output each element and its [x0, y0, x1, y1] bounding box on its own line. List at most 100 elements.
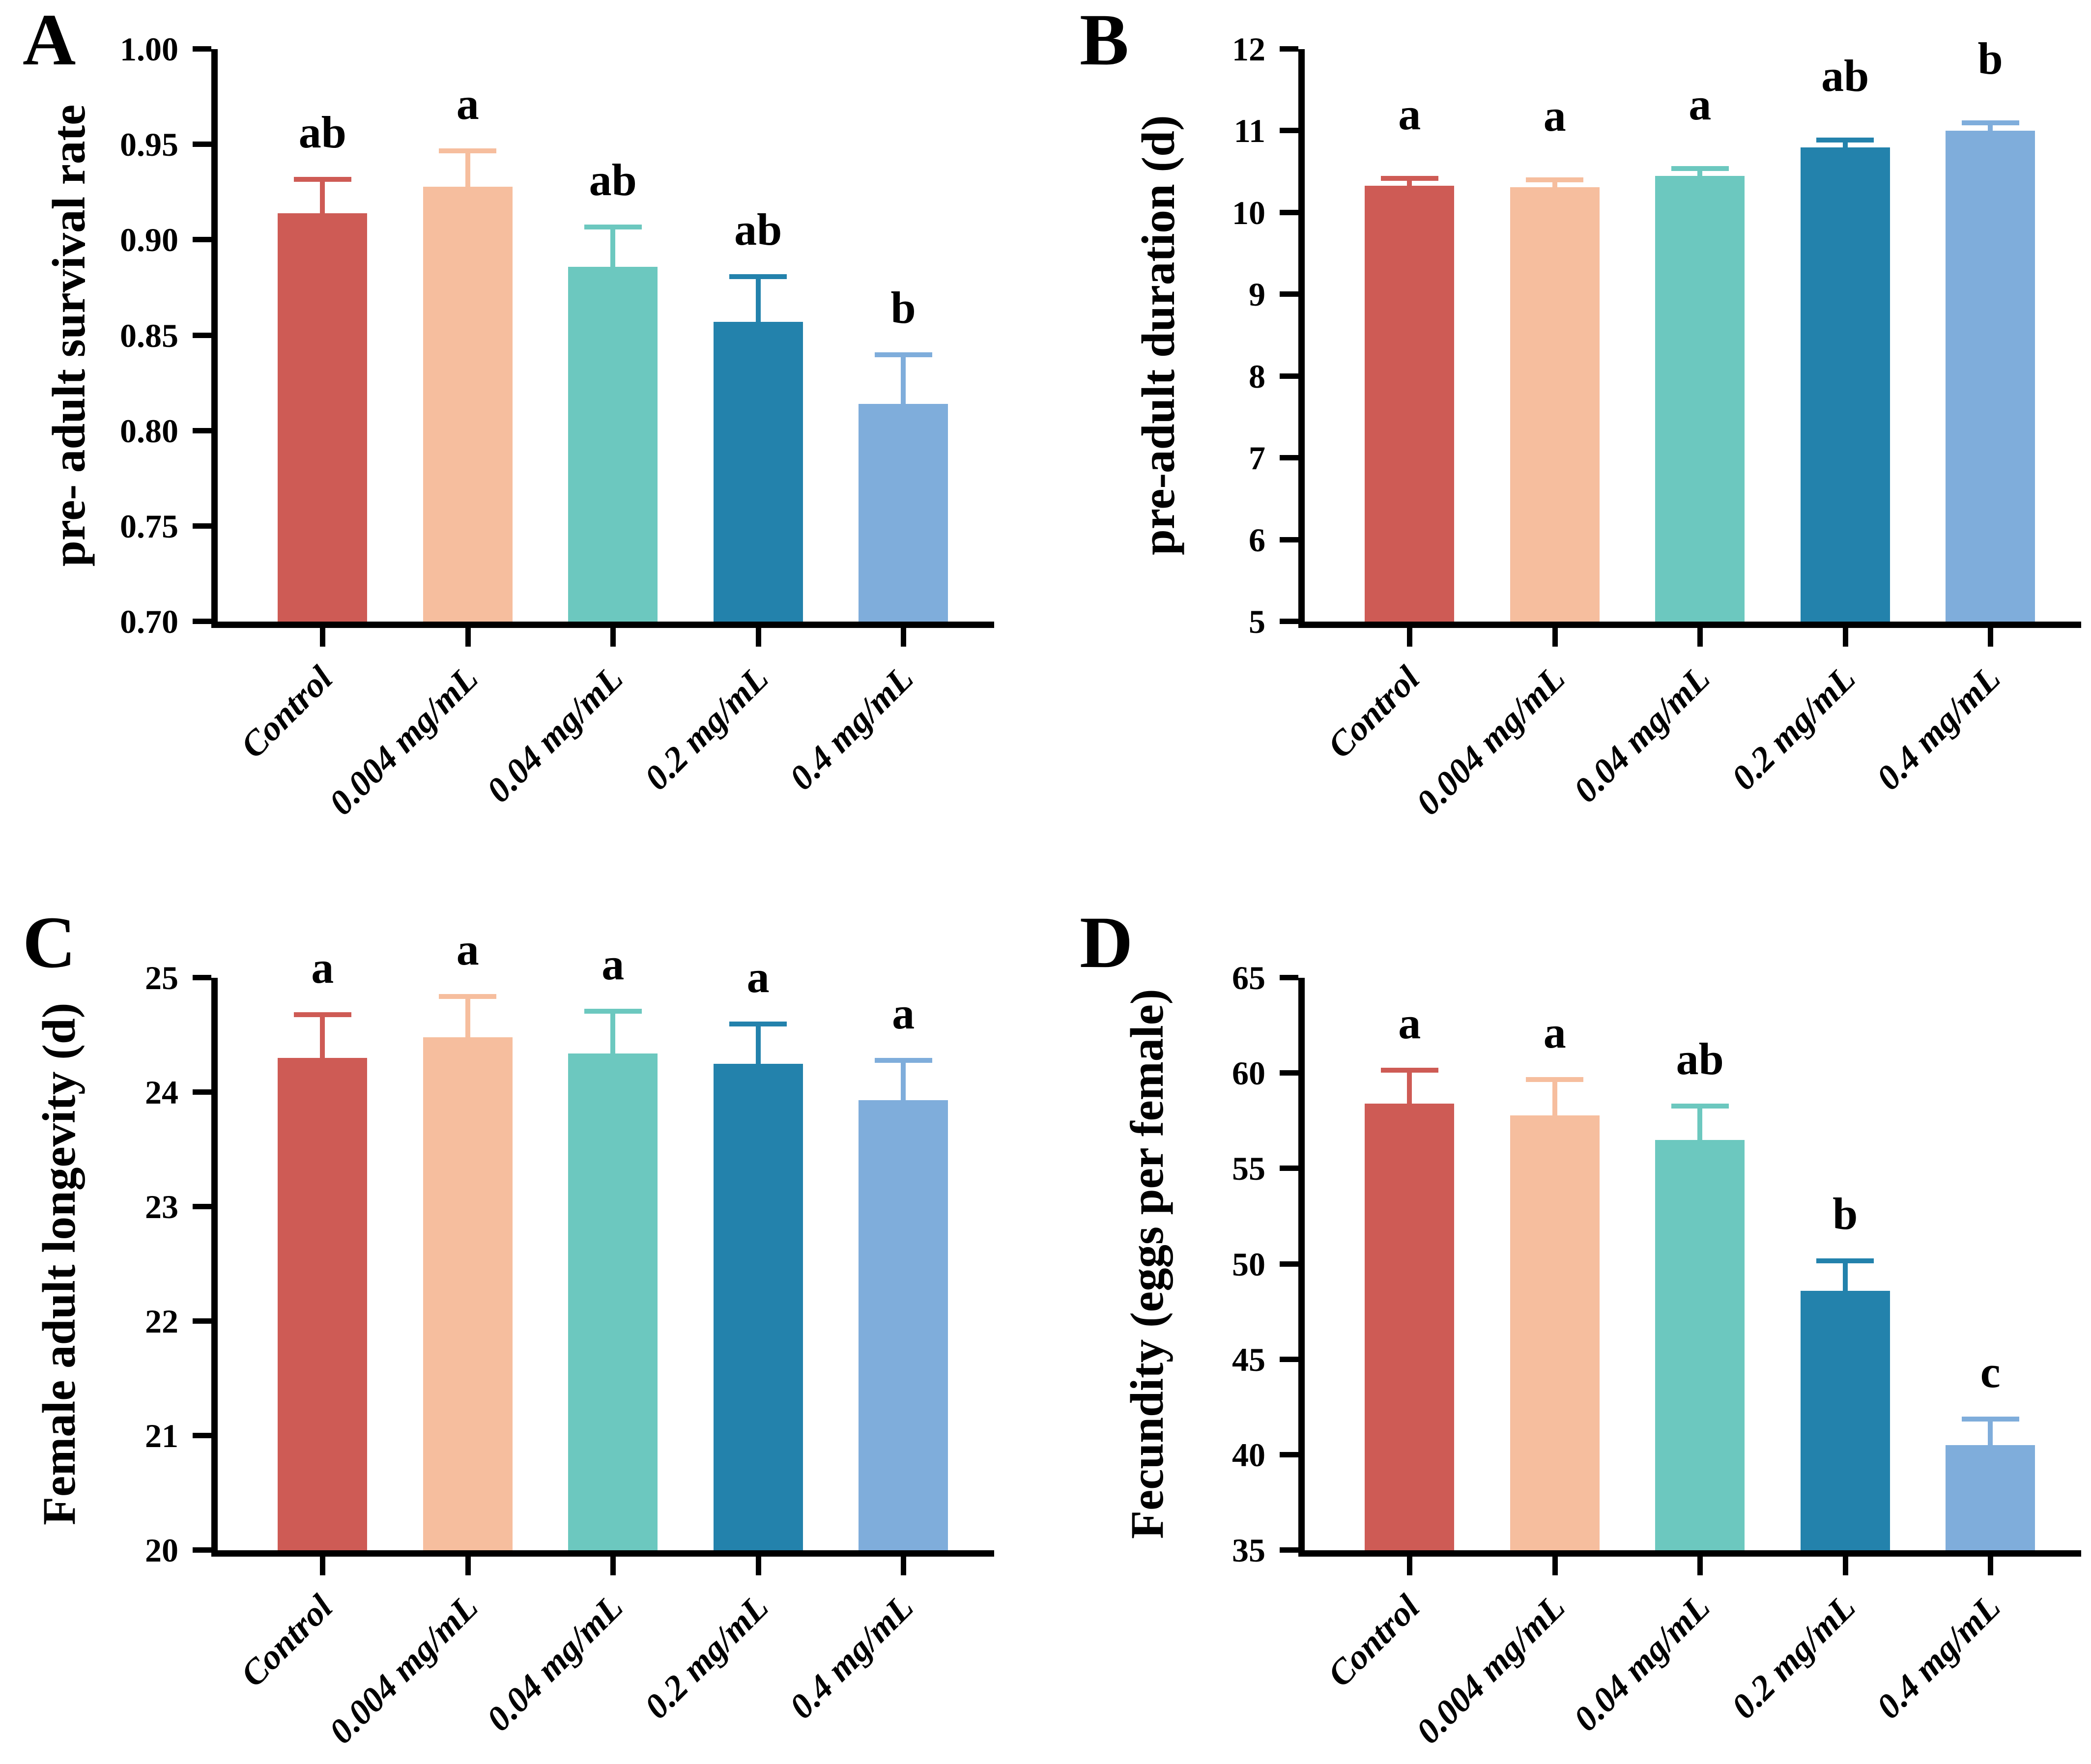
significance-letter: a: [892, 988, 915, 1039]
y-tick: [193, 142, 211, 147]
y-tick-label: 7: [1249, 439, 1265, 477]
x-category-label: 0.04 mg/mL: [1566, 658, 1718, 810]
error-bar-stem: [320, 1012, 325, 1058]
y-tick-label: 8: [1249, 357, 1265, 395]
x-category-label: 0.2 mg/mL: [1723, 1587, 1863, 1727]
bar-Control: [1365, 185, 1455, 622]
x-tick: [610, 628, 616, 647]
bar-0.004 mg/mL: [423, 186, 513, 622]
x-category-label: 0.2 mg/mL: [636, 1587, 776, 1727]
significance-letter: ab: [1676, 1034, 1724, 1084]
x-category-label: 0.4 mg/mL: [1869, 658, 2008, 798]
error-bar-cap: [1816, 137, 1874, 142]
error-bar-cap: [1816, 1258, 1874, 1263]
bar-0.004 mg/mL: [1510, 1115, 1600, 1550]
y-tick-label: 9: [1249, 276, 1265, 313]
significance-letter: a: [456, 924, 479, 974]
y-tick-label: 23: [145, 1188, 178, 1225]
x-tick: [1842, 628, 1848, 647]
bar-0.2 mg/mL: [1800, 1290, 1890, 1550]
y-tick: [1280, 1070, 1298, 1076]
y-tick: [193, 237, 211, 243]
significance-letter: a: [602, 939, 625, 989]
x-tick: [610, 1557, 616, 1575]
error-bar-stem: [755, 1021, 761, 1064]
bar-0.4 mg/mL: [1946, 1445, 2035, 1550]
y-tick: [1280, 1261, 1298, 1267]
y-tick-label: 12: [1232, 30, 1265, 68]
error-bar-cap: [1380, 1067, 1438, 1073]
error-bar-stem: [1988, 120, 1993, 131]
y-tick: [193, 619, 211, 624]
error-bar-stem: [1407, 1067, 1412, 1104]
x-tick: [901, 1557, 907, 1575]
y-tick: [193, 1204, 211, 1209]
significance-letter: a: [1398, 997, 1421, 1048]
y-tick: [193, 1433, 211, 1438]
x-category-label: 0.04 mg/mL: [1566, 1587, 1718, 1739]
y-tick-label: 35: [1232, 1532, 1265, 1569]
panel-d: D Fecundity (eggs per female) 35 40 45 50 55…: [1045, 882, 2091, 1764]
y-tick: [1280, 373, 1298, 379]
x-tick: [1697, 628, 1703, 647]
y-tick: [1280, 537, 1298, 542]
y-tick-label: 0.85: [120, 316, 178, 354]
significance-letter: a: [746, 951, 770, 1002]
y-tick-label: 0.75: [120, 507, 178, 545]
error-bar-cap: [1526, 1077, 1584, 1082]
y-tick: [193, 1318, 211, 1324]
x-category-label: 0.2 mg/mL: [636, 658, 776, 798]
y-tick-label: 22: [145, 1303, 178, 1340]
y-tick-label: 1.00: [120, 30, 178, 68]
error-bar-stem: [1697, 1104, 1703, 1140]
bar-0.04 mg/mL: [1655, 1140, 1745, 1550]
error-bar-cap: [729, 274, 787, 280]
y-tick: [193, 46, 211, 52]
y-tick-label: 0.80: [120, 412, 178, 450]
y-tick: [1280, 619, 1298, 624]
significance-letter: ab: [298, 107, 346, 158]
bar-0.2 mg/mL: [1800, 147, 1890, 622]
panel-c-plot-area: 20 21 22 23 24 25 a Control a 0.004 mg/mL a 0.04 mg…: [145, 927, 994, 1751]
y-tick-label: 11: [1233, 112, 1265, 150]
panel-d-letter: D: [1080, 902, 1133, 983]
y-tick: [1280, 291, 1298, 297]
bar-0.4 mg/mL: [859, 404, 948, 622]
error-bar-cap: [1961, 120, 2019, 125]
x-category-label: 0.4 mg/mL: [782, 1587, 921, 1727]
y-tick: [193, 332, 211, 338]
error-bar-cap: [1380, 175, 1438, 181]
y-tick-label: 0.70: [120, 603, 178, 640]
error-bar-stem: [1842, 1258, 1848, 1291]
x-tick: [320, 1557, 326, 1575]
y-tick: [193, 975, 211, 980]
y-tick-label: 0.95: [120, 126, 178, 164]
x-category-label: 0.4 mg/mL: [1869, 1587, 2008, 1727]
panel-c-letter: C: [23, 902, 76, 983]
error-bar-stem: [320, 177, 325, 213]
error-bar-cap: [1526, 177, 1584, 183]
y-tick-label: 6: [1249, 521, 1265, 559]
panel-d-plot-area: 35 40 45 50 55 60 65 a Control a 0.004 mg/mL ab 0.04…: [1232, 961, 2081, 1751]
x-category-label: 0.04 mg/mL: [479, 1587, 630, 1739]
panel-a-plot-area: 0.70 0.75 0.80 0.85 0.90 0.95 1.00 ab Control a 0.…: [120, 32, 994, 823]
error-bar-stem: [610, 225, 616, 267]
bar-0.4 mg/mL: [859, 1100, 948, 1550]
panel-b-plot-area: 5 6 7 8 9 10 11 12 a Control a 0.004 mg/mL a 0.04 mg/…: [1232, 32, 2081, 823]
panel-c: C Female adult longevity (d) 20 21 22 23 24 2…: [0, 882, 1045, 1764]
significance-letter: a: [1398, 88, 1421, 139]
bar-0.04 mg/mL: [568, 1053, 658, 1550]
x-category-label: 0.004 mg/mL: [321, 658, 486, 823]
bar-Control: [278, 213, 368, 622]
significance-letter: a: [1543, 90, 1566, 141]
significance-letter: a: [1689, 79, 1712, 129]
y-tick: [1280, 209, 1298, 215]
x-category-label: Control: [1320, 658, 1428, 766]
y-tick: [1280, 1166, 1298, 1171]
bar-Control: [278, 1058, 368, 1550]
x-category-label: 0.2 mg/mL: [1723, 658, 1863, 798]
error-bar-cap: [439, 148, 497, 153]
x-tick: [320, 628, 326, 647]
error-bar-cap: [1961, 1417, 2019, 1422]
error-bar-cap: [584, 1008, 642, 1014]
